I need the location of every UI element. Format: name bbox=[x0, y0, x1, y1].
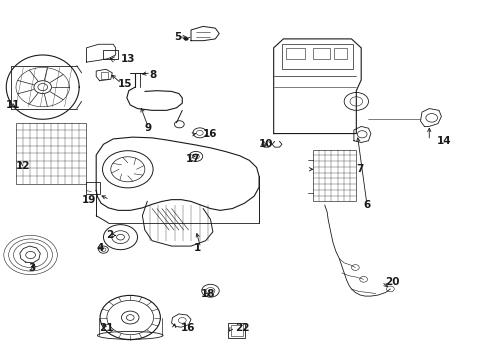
Text: 15: 15 bbox=[118, 78, 132, 89]
Bar bbox=[334, 48, 346, 59]
Bar bbox=[101, 72, 108, 79]
Text: 10: 10 bbox=[259, 139, 273, 149]
Bar bbox=[230, 325, 243, 336]
Text: 7: 7 bbox=[356, 164, 363, 174]
Circle shape bbox=[34, 81, 51, 94]
Text: 17: 17 bbox=[186, 154, 201, 163]
Text: 21: 21 bbox=[99, 323, 113, 333]
Text: 12: 12 bbox=[16, 161, 30, 171]
Text: 9: 9 bbox=[144, 123, 152, 133]
Circle shape bbox=[183, 37, 188, 41]
Bar bbox=[228, 323, 245, 338]
Text: 2: 2 bbox=[106, 230, 113, 240]
Bar bbox=[282, 44, 352, 69]
Text: 4: 4 bbox=[96, 243, 103, 253]
Bar bbox=[86, 182, 100, 194]
Text: 20: 20 bbox=[385, 277, 399, 287]
Text: 5: 5 bbox=[174, 32, 181, 42]
Text: 3: 3 bbox=[28, 262, 35, 273]
Text: 16: 16 bbox=[181, 323, 195, 333]
Bar bbox=[103, 50, 118, 59]
Circle shape bbox=[116, 234, 124, 240]
Text: 16: 16 bbox=[203, 129, 217, 139]
Text: 1: 1 bbox=[193, 243, 200, 253]
Text: 18: 18 bbox=[201, 289, 215, 299]
Text: 11: 11 bbox=[6, 100, 20, 110]
Bar bbox=[285, 48, 305, 59]
Text: 22: 22 bbox=[234, 323, 249, 333]
Text: 14: 14 bbox=[436, 136, 450, 146]
Bar bbox=[16, 123, 86, 184]
Text: 13: 13 bbox=[120, 54, 135, 64]
Bar bbox=[312, 150, 356, 202]
Circle shape bbox=[121, 311, 139, 324]
Text: 8: 8 bbox=[149, 69, 157, 80]
Bar bbox=[312, 48, 329, 59]
Text: 19: 19 bbox=[81, 195, 96, 204]
Text: 6: 6 bbox=[363, 200, 370, 210]
